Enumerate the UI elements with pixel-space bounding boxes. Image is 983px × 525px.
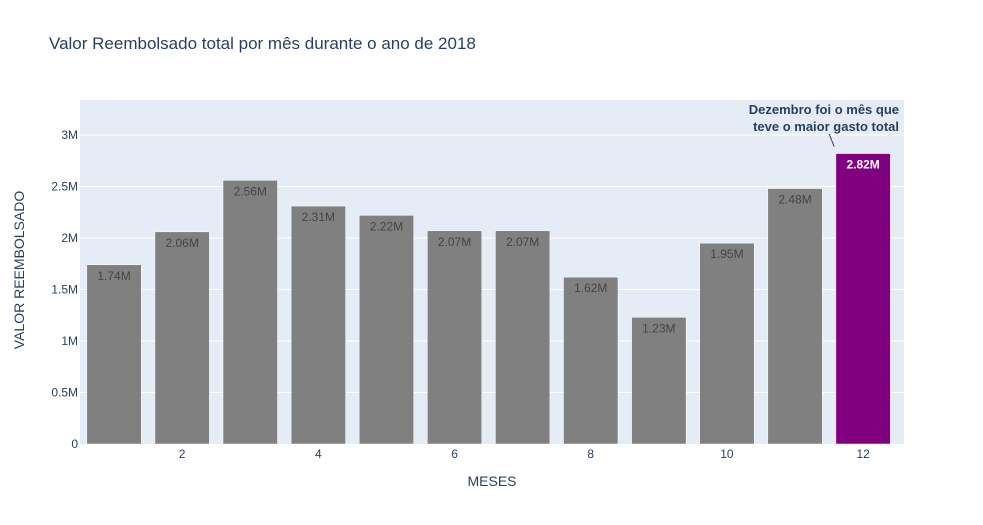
gridlines <box>80 134 904 394</box>
bar-value-label: 2.22M <box>370 219 403 233</box>
y-axis-title: VALOR REEMBOLSADO <box>11 191 27 350</box>
bar <box>154 231 210 445</box>
bar-value-label: 2.48M <box>778 193 811 207</box>
plot-area <box>80 100 904 444</box>
x-axis-ticks: 2 4 6 8 10 12 <box>179 447 870 461</box>
x-axis-title: MESES <box>467 473 516 489</box>
annotation-text: teve o maior gasto total <box>753 119 899 134</box>
bar <box>631 317 687 445</box>
y-tick-label: 0 <box>71 437 78 451</box>
bar-labels: 1.74M 2.06M 2.56M 2.31M 2.22M 2.07M 2.07M 1.62M… <box>97 158 879 336</box>
x-tick-label: 4 <box>315 447 322 461</box>
bar <box>427 230 483 445</box>
y-tick-label: 2.5M <box>51 180 78 194</box>
x-tick-label: 2 <box>179 447 186 461</box>
bar <box>767 188 823 445</box>
bar-value-label: 2.56M <box>234 184 267 198</box>
bar-value-label: 2.82M <box>846 158 879 172</box>
y-tick-label: 1M <box>61 334 78 348</box>
bar <box>290 205 346 445</box>
bar <box>699 242 755 445</box>
bar-value-label: 1.74M <box>97 269 130 283</box>
bar <box>86 264 142 445</box>
bar <box>222 180 278 445</box>
y-tick-label: 2M <box>61 231 78 245</box>
annotation-arrow <box>828 133 835 147</box>
y-axis-ticks: 0 0.5M 1M 1.5M 2M 2.5M 3M <box>51 128 78 451</box>
x-tick-label: 8 <box>587 447 594 461</box>
bar <box>495 230 551 445</box>
x-tick-label: 10 <box>720 447 734 461</box>
bar-value-label: 2.07M <box>506 235 539 249</box>
annotation: Dezembro foi o mês que teve o maior gasto… <box>749 102 899 147</box>
bar-value-label: 1.23M <box>642 321 675 335</box>
bars <box>86 153 891 445</box>
bar-value-label: 1.62M <box>574 281 607 295</box>
y-tick-label: 1.5M <box>51 283 78 297</box>
y-tick-label: 3M <box>61 128 78 142</box>
x-tick-label: 12 <box>856 447 870 461</box>
chart-title: Valor Reembolsado total por mês durante … <box>49 34 476 53</box>
bar <box>835 153 891 445</box>
y-tick-label: 0.5M <box>51 386 78 400</box>
bar-value-label: 1.95M <box>710 247 743 261</box>
bar-value-label: 2.06M <box>165 236 198 250</box>
bar <box>358 215 414 445</box>
annotation-text: Dezembro foi o mês que <box>749 102 899 117</box>
x-tick-label: 6 <box>451 447 458 461</box>
bar-value-label: 2.07M <box>438 235 471 249</box>
bar <box>563 276 619 445</box>
bar-value-label: 2.31M <box>302 210 335 224</box>
